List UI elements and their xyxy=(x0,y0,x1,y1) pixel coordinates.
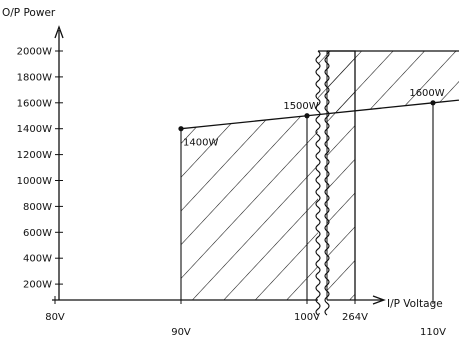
data-point xyxy=(178,126,184,132)
axis-break-left xyxy=(315,50,321,316)
series-line xyxy=(180,50,459,130)
y-tick-label: 1400W xyxy=(17,124,52,135)
data-label: 1500W xyxy=(283,101,318,112)
y-axis-arrow xyxy=(54,25,64,39)
y-tick-label: 1200W xyxy=(17,150,52,161)
y-tick-label: 1000W xyxy=(17,176,52,187)
y-tick-label: 1600W xyxy=(17,98,52,109)
y-tick-label: 800W xyxy=(23,202,52,213)
data-label: 1400W xyxy=(183,138,218,149)
hatched-area-main xyxy=(181,51,459,300)
x-tick-label-lower: 90V xyxy=(171,327,191,338)
series-line-extended xyxy=(327,50,356,300)
x-tick-label-lower: 110V xyxy=(420,327,446,338)
x-axis-arrow xyxy=(372,295,386,305)
x-tick-label-upper: 264V xyxy=(342,312,368,323)
hatched-area-extended xyxy=(327,51,355,300)
y-tick-label: 600W xyxy=(23,228,52,239)
y-tick-label: 2000W xyxy=(17,47,52,58)
data-point xyxy=(430,100,436,106)
y-tick-label: 200W xyxy=(23,280,52,291)
x-tick-label-upper: 80V xyxy=(45,312,65,323)
axis-break-right xyxy=(324,50,330,316)
x-tick-label-upper: 100V xyxy=(294,312,320,323)
y-tick-label: 400W xyxy=(23,254,52,265)
data-point xyxy=(304,113,310,119)
y-axis-title: O/P Power xyxy=(2,7,56,19)
y-tick-label: 1800W xyxy=(17,72,52,83)
data-label: 1600W xyxy=(409,88,444,99)
x-axis-title: I/P Voltage xyxy=(387,298,443,310)
